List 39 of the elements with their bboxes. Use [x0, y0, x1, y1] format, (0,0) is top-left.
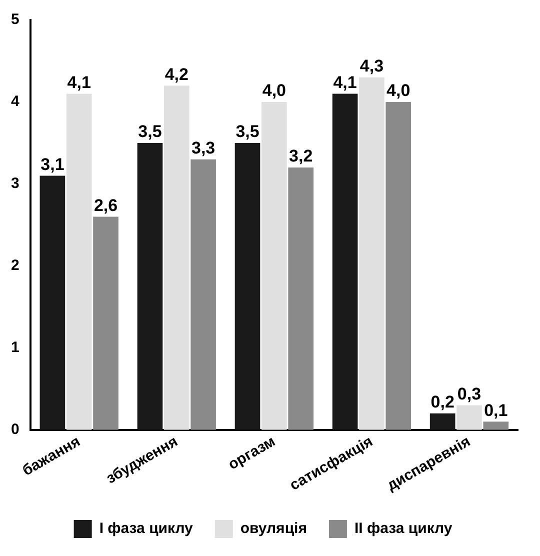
data-label: 4,1 — [333, 72, 357, 92]
data-label: 0,2 — [430, 392, 454, 412]
bar — [262, 102, 287, 430]
bar — [190, 159, 216, 430]
bar — [66, 94, 92, 430]
data-label: 3,5 — [236, 122, 260, 142]
data-label: 0,3 — [457, 384, 482, 404]
bar — [386, 102, 412, 430]
data-label: 3,2 — [289, 146, 313, 166]
legend-label: II фаза циклу — [354, 520, 453, 538]
bar — [483, 422, 509, 430]
bar — [456, 405, 482, 430]
data-label: 4,0 — [262, 81, 286, 100]
data-label: 3,5 — [138, 122, 162, 142]
bar — [40, 176, 66, 430]
bar — [137, 142, 163, 430]
data-label: 4,3 — [360, 56, 384, 76]
data-label: 3,3 — [191, 138, 216, 158]
bar — [288, 168, 314, 430]
data-label: 4,2 — [164, 64, 188, 84]
bar — [359, 77, 384, 430]
y-tick-label: 2 — [11, 257, 20, 274]
data-label: 4,0 — [386, 81, 410, 100]
bar — [93, 216, 118, 430]
data-label: 3,1 — [40, 154, 64, 174]
data-label: 4,1 — [67, 72, 91, 92]
bar — [164, 86, 190, 430]
y-tick-label: 3 — [11, 175, 20, 192]
bar — [430, 413, 456, 430]
legend-label: овуляція — [240, 520, 307, 538]
y-tick-label: 0 — [11, 420, 20, 438]
legend-label: I фаза циклу — [99, 520, 194, 538]
data-label: 2,6 — [94, 196, 118, 215]
bar — [234, 142, 260, 430]
data-label: 0,1 — [484, 400, 508, 420]
y-tick-label: 1 — [11, 338, 20, 356]
bar — [332, 94, 358, 430]
y-tick-label: 5 — [11, 11, 20, 28]
y-tick-label: 4 — [11, 93, 20, 110]
